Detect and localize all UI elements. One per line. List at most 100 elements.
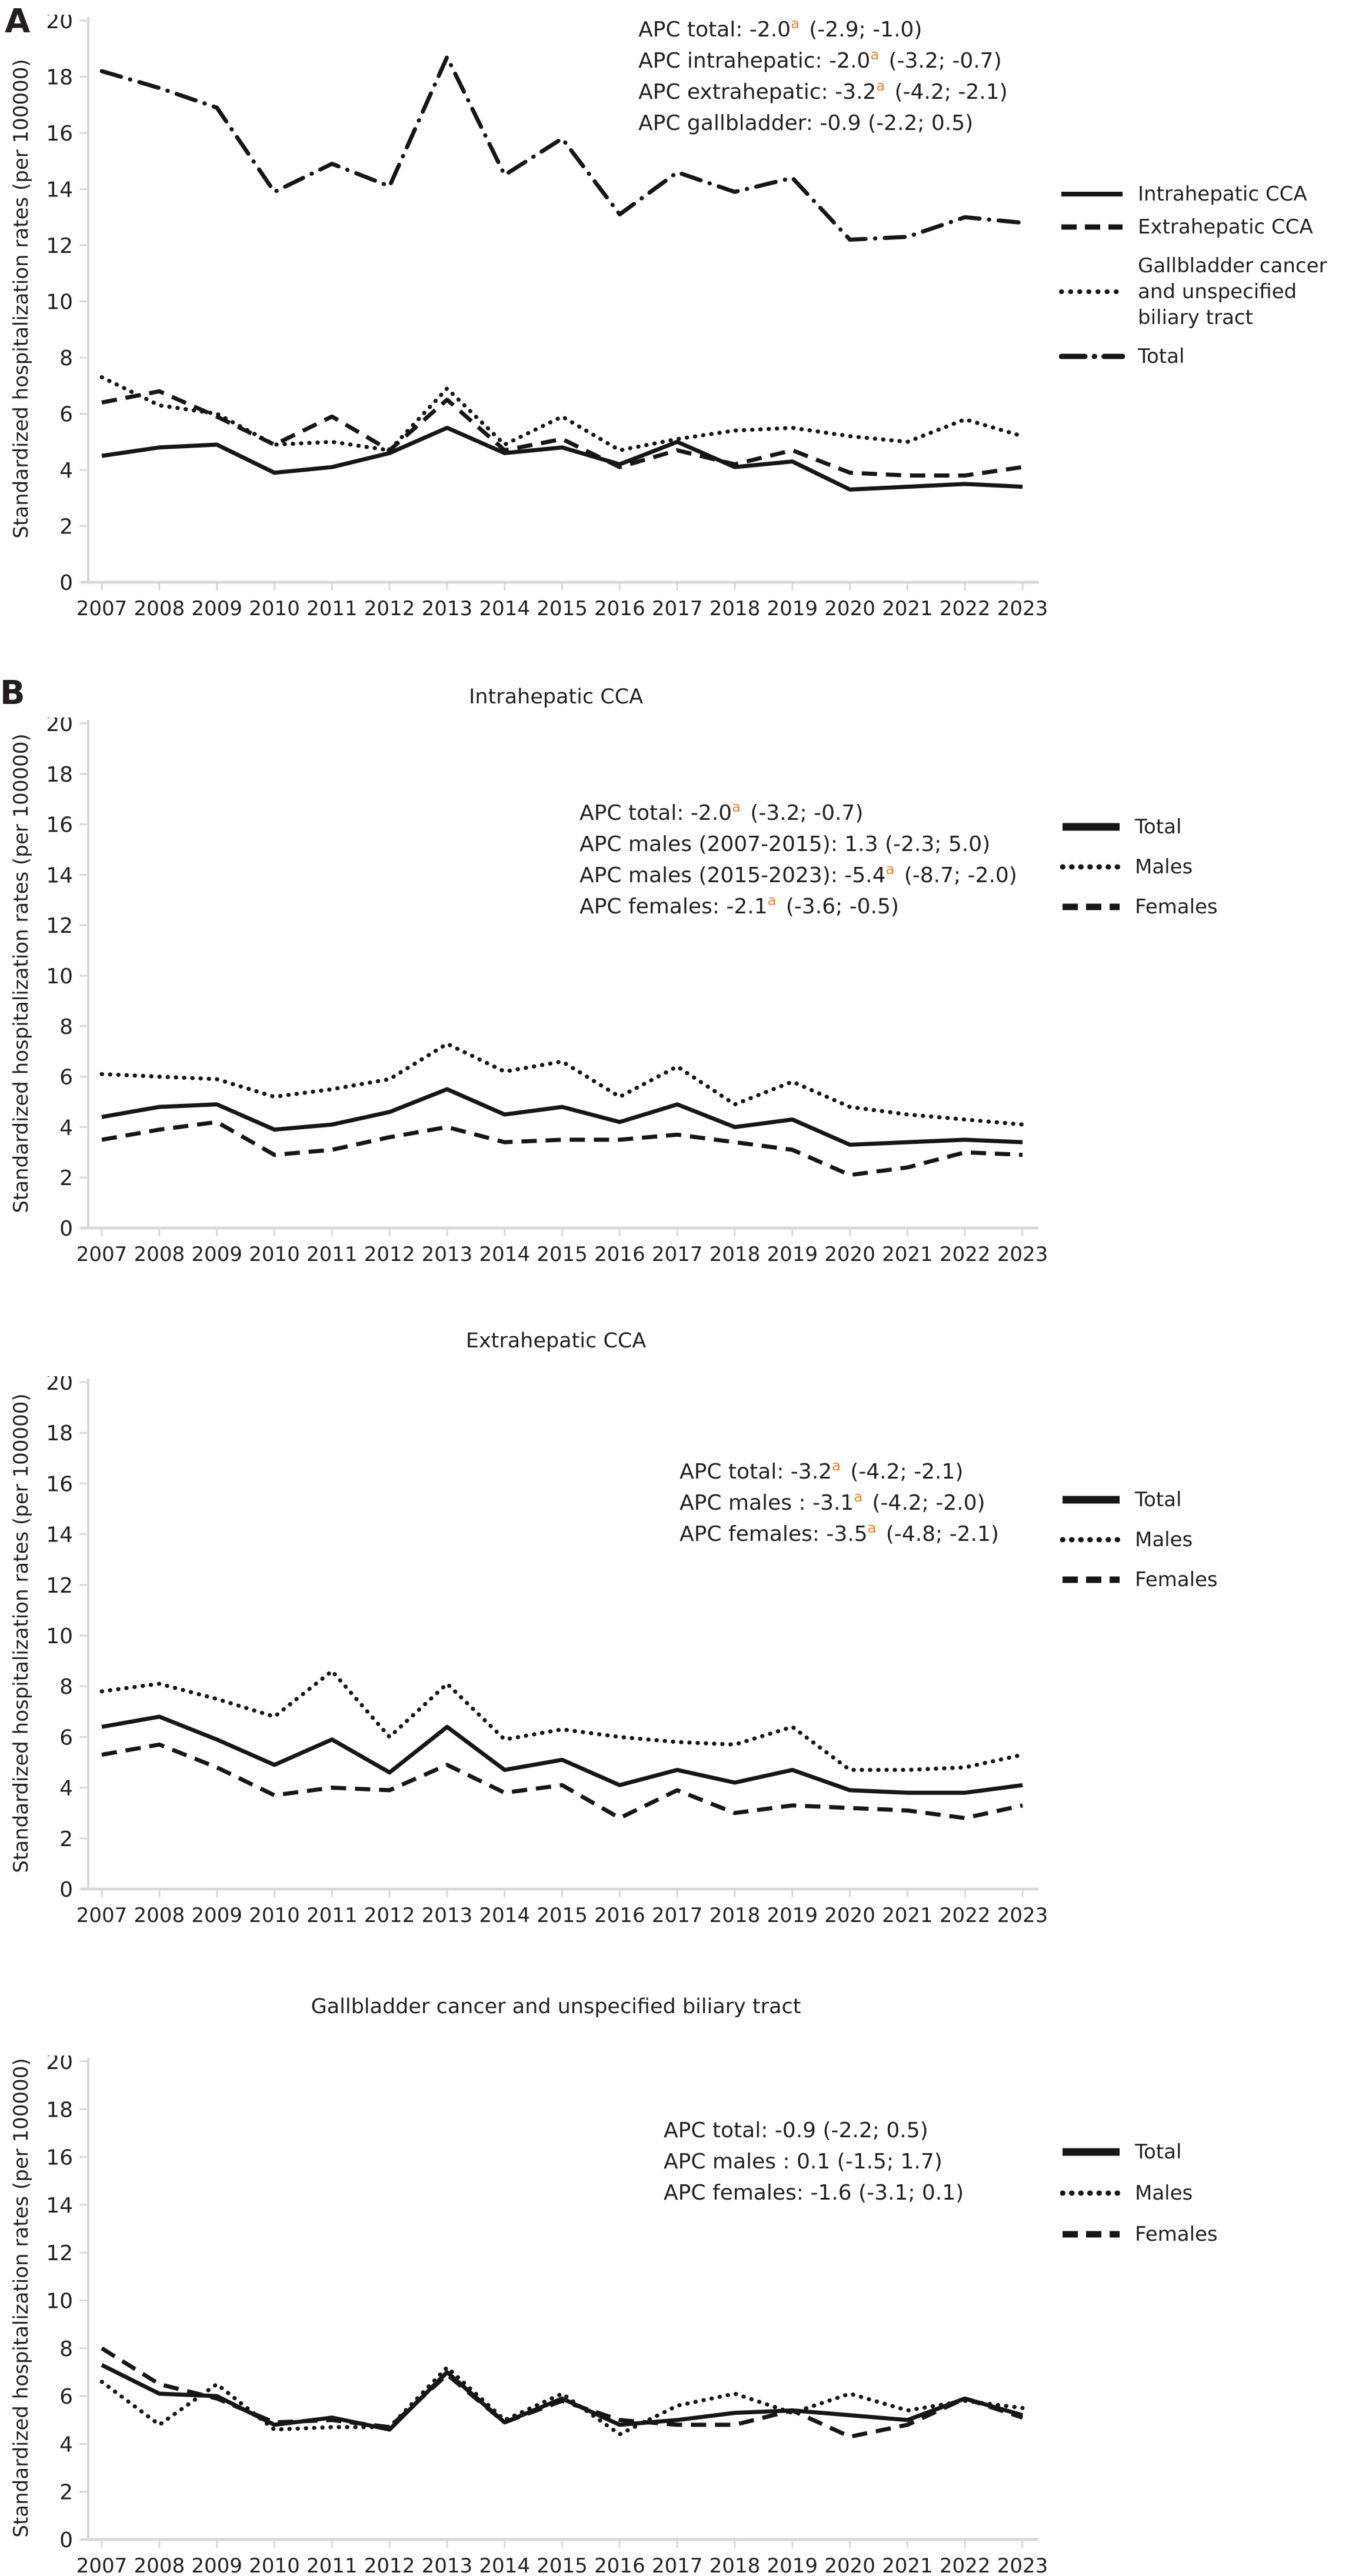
x-tick-label: 2020 [824, 2554, 875, 2576]
y-tick-label: 2 [59, 515, 73, 539]
y-tick-label: 0 [59, 571, 73, 595]
legend-label: Females [1135, 895, 1218, 919]
x-tick-label: 2020 [824, 1243, 875, 1266]
y-tick-label: 16 [46, 122, 73, 146]
significance-superscript: a [832, 1457, 841, 1474]
solid-line-icon [1063, 823, 1120, 831]
x-tick-label: 2012 [364, 597, 415, 620]
y-tick-label: 10 [46, 1624, 73, 1649]
apc-text: APC males : -3.1 [680, 1491, 854, 1515]
apc-text: APC males (2007-2015): 1.3 (-2.3; 5.0) [580, 832, 991, 856]
solid-line-icon [1063, 2148, 1120, 2156]
apc-ci-text: (-2.9; -1.0) [802, 18, 923, 42]
series-line-total [101, 1714, 1023, 1795]
apc-annotation: APC total: -3.2a (-4.2; -2.1) [680, 1457, 999, 1489]
series-line-males [99, 1042, 1025, 1127]
y-tick-label: 14 [46, 2194, 73, 2218]
legend-label: Males [1135, 1528, 1193, 1551]
x-tick-label: 2013 [422, 1243, 473, 1266]
y-tick-label: 12 [46, 914, 73, 938]
dashed-line-icon [1063, 2231, 1120, 2238]
apc-annotation: APC total: -0.9 (-2.2; 0.5) [664, 2116, 967, 2147]
legend-item-females: Females [1060, 894, 1218, 920]
intrahepatic-legend: Total Males Females [1060, 814, 1218, 920]
x-tick-label: 2008 [134, 1243, 185, 1266]
x-tick-label: 2012 [364, 2554, 415, 2576]
legend-item-intrahepatic: Intrahepatic CCA [1059, 181, 1352, 207]
intrahepatic-plot: 0 2 4 6 8 10 12 14 16 18 20 2007 2008 2009 2010 2011 201… [46, 718, 1048, 1266]
x-tick-label: 2017 [652, 1904, 703, 1927]
legend-label: Total [1135, 1488, 1182, 1511]
apc-ci-text: (-4.2; -2.1) [843, 1460, 964, 1484]
x-tick-label: 2012 [364, 1904, 415, 1927]
significance-superscript: a [732, 799, 741, 815]
apc-text: APC females: -1.6 (-3.1; 0.1) [664, 2181, 964, 2205]
dashed-line-icon [1061, 224, 1123, 230]
solid-line-icon [1061, 192, 1123, 196]
x-tick-label: 2014 [479, 1904, 530, 1927]
dashed-line-icon [1063, 903, 1120, 910]
gallbladder-legend: Total Males Females [1060, 2139, 1218, 2247]
legend-label: Total [1135, 2140, 1182, 2164]
x-tick-label: 2015 [537, 597, 588, 620]
x-tick-label: 2023 [997, 2554, 1048, 2576]
x-tick-label: 2014 [479, 2554, 530, 2576]
x-tick-label: 2014 [479, 1243, 530, 1266]
legend-label: Males [1135, 855, 1193, 879]
intrahepatic-apc-annotations: APC total: -2.0a (-3.2; -0.7) APC males … [580, 799, 1017, 923]
series-line-total [101, 2363, 1023, 2432]
x-tick-label: 2020 [824, 1904, 875, 1927]
x-tick-label: 2021 [882, 2554, 933, 2576]
series-line-gallbladder-cancer-and-unspecified-biliary-tract [99, 375, 1025, 453]
x-tick-label: 2017 [652, 1243, 703, 1266]
x-tick-label: 2021 [882, 597, 933, 620]
y-tick-label: 14 [46, 863, 73, 887]
y-tick-label: 18 [46, 763, 73, 787]
legend-label: Males [1135, 2181, 1193, 2205]
y-tick-label: 12 [46, 2241, 73, 2265]
x-tick-label: 2022 [940, 1243, 991, 1266]
y-tick-label: 6 [59, 1726, 73, 1750]
x-tick-label: 2023 [997, 1243, 1048, 1266]
y-tick-label: 4 [59, 459, 73, 483]
y-tick-label: 2 [59, 1166, 73, 1190]
apc-text: APC females: -3.5 [680, 1522, 868, 1546]
series-line-females [101, 1120, 1023, 1177]
apc-annotation: APC males : -3.1a (-4.2; -2.0) [680, 1489, 999, 1520]
y-tick-label: 18 [46, 66, 73, 90]
panel-b-letter: B [0, 674, 25, 712]
apc-ci-text: (-3.2; -0.7) [882, 49, 1002, 73]
y-tick-label: 12 [46, 234, 73, 258]
apc-annotation: APC males : 0.1 (-1.5; 1.7) [664, 2147, 967, 2178]
x-tick-label: 2023 [997, 1904, 1048, 1927]
y-tick-label: 18 [46, 2098, 73, 2122]
series-line-males [99, 1669, 1025, 1772]
legend-item-total: Total [1059, 343, 1352, 369]
apc-text: APC total: -2.0 [580, 801, 732, 825]
y-tick-label: 2 [59, 2481, 73, 2505]
x-tick-label: 2009 [191, 597, 242, 620]
significance-superscript: a [867, 1520, 877, 1536]
x-tick-label: 2019 [767, 597, 818, 620]
series-line-total [101, 1087, 1023, 1147]
y-tick-label: 0 [59, 1217, 73, 1241]
legend-item-males: Males [1060, 2180, 1218, 2206]
apc-ci-text: (-4.2; -2.0) [865, 1491, 985, 1515]
y-tick-label: 20 [46, 15, 73, 34]
legend-label: Total [1138, 345, 1185, 368]
x-tick-label: 2018 [710, 1243, 761, 1266]
series-line-extrahepatic-cca [101, 389, 1023, 478]
x-tick-label: 2016 [594, 1243, 645, 1266]
y-tick-label: 8 [59, 1675, 73, 1699]
x-tick-label: 2011 [307, 1243, 358, 1266]
apc-ci-text: (-4.2; -2.1) [888, 80, 1008, 104]
y-tick-label: 8 [59, 2337, 73, 2361]
legend-label: Extrahepatic CCA [1138, 215, 1313, 239]
series-line-females [101, 2346, 1024, 2439]
x-tick-label: 2008 [134, 1904, 185, 1927]
x-tick-label: 2014 [479, 597, 530, 620]
dotted-line-icon [1060, 864, 1122, 870]
solid-line-icon [1063, 1496, 1120, 1504]
y-tick-label: 0 [59, 2528, 73, 2552]
